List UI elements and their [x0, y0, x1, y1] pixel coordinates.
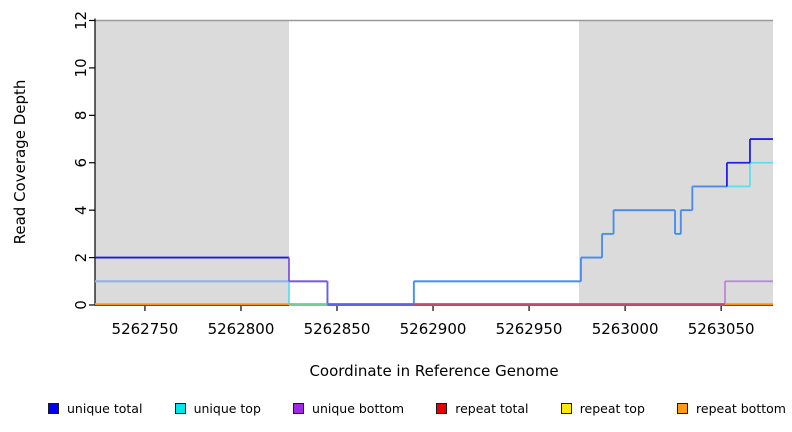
x-axis-title: Coordinate in Reference Genome: [309, 362, 558, 380]
legend: unique total unique top unique bottom repea…: [48, 396, 786, 420]
legend-label: unique top: [193, 400, 261, 416]
y-tick-label: 6: [72, 158, 90, 168]
legend-item-repeat-total: repeat total: [436, 400, 529, 416]
legend-item-unique-bottom: unique bottom: [293, 401, 404, 416]
y-tick-label: 4: [72, 205, 90, 215]
y-tick-label: 12: [72, 11, 90, 30]
y-tick-label: 10: [72, 58, 90, 77]
y-tick-label: 0: [72, 300, 90, 310]
x-tick-label: 5262900: [400, 320, 467, 338]
legend-item-repeat-top: repeat top: [560, 400, 645, 416]
legend-swatch-icon: [293, 402, 305, 414]
legend-label: unique total: [67, 400, 143, 416]
legend-swatch-icon: [436, 402, 448, 414]
x-tick-label: 5262950: [496, 320, 563, 338]
x-tick-label: 5262750: [112, 320, 179, 338]
masked-region: [95, 20, 289, 305]
legend-item-unique-top: unique top: [174, 400, 261, 416]
legend-swatch-icon: [48, 402, 59, 414]
y-tick-label: 8: [72, 111, 90, 121]
y-tick-label: 2: [72, 253, 90, 263]
legend-swatch-icon: [560, 402, 572, 414]
legend-label: unique bottom: [312, 400, 405, 416]
y-axis-title: Read Coverage Depth: [11, 80, 29, 245]
x-tick-label: 5262800: [208, 320, 275, 338]
legend-swatch-icon: [174, 402, 186, 414]
legend-swatch-icon: [677, 402, 689, 414]
x-tick-label: 5262850: [304, 320, 371, 338]
x-tick-label: 5263050: [688, 320, 755, 338]
legend-item-unique-total: unique total: [48, 401, 142, 416]
legend-label: repeat bottom: [696, 400, 786, 416]
legend-label: repeat top: [579, 400, 645, 416]
x-tick-label: 5263000: [592, 320, 659, 338]
legend-item-repeat-bottom: repeat bottom: [677, 401, 786, 416]
legend-label: repeat total: [455, 400, 529, 416]
